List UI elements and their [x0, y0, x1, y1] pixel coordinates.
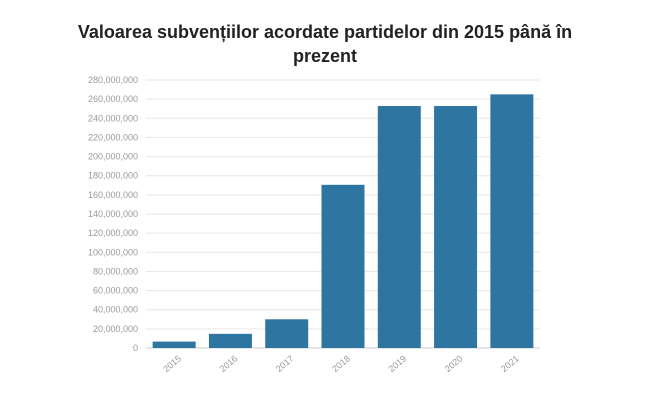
x-tick-label: 2020	[443, 353, 465, 374]
y-tick-label: 200,000,000	[88, 152, 138, 162]
bar-2016	[208, 333, 252, 348]
y-tick-label: 160,000,000	[88, 190, 138, 200]
chart-title-line-2: prezent	[292, 46, 357, 66]
chart-title: Valoarea subvențiilor acordate partidelo…	[0, 20, 650, 68]
y-tick-label: 220,000,000	[88, 132, 138, 142]
bar-2021	[490, 94, 534, 348]
y-tick-label: 20,000,000	[93, 324, 138, 334]
x-tick-label: 2017	[274, 353, 296, 374]
x-tick-label: 2015	[161, 353, 183, 374]
x-tick-label: 2018	[330, 353, 352, 374]
y-tick-label: 240,000,000	[88, 113, 138, 123]
y-tick-label: 80,000,000	[93, 266, 138, 276]
bar-2017	[265, 319, 309, 348]
bar-2018	[321, 184, 365, 348]
y-tick-label: 280,000,000	[88, 75, 138, 85]
bar-2019	[377, 106, 421, 348]
y-tick-label: 260,000,000	[88, 94, 138, 104]
y-tick-label: 60,000,000	[93, 286, 138, 296]
bar-2015	[152, 341, 196, 348]
x-tick-label: 2019	[386, 353, 408, 374]
y-tick-label: 140,000,000	[88, 209, 138, 219]
chart-title-line-1: Valoarea subvențiilor acordate partidelo…	[77, 22, 573, 42]
y-tick-label: 40,000,000	[93, 305, 138, 315]
y-tick-label: 100,000,000	[88, 247, 138, 257]
bar-2020	[434, 106, 478, 348]
x-tick-label: 2016	[218, 353, 240, 374]
x-tick-label: 2021	[499, 353, 521, 374]
y-tick-label: 0	[133, 343, 138, 353]
y-tick-label: 180,000,000	[88, 171, 138, 181]
y-tick-label: 120,000,000	[88, 228, 138, 238]
